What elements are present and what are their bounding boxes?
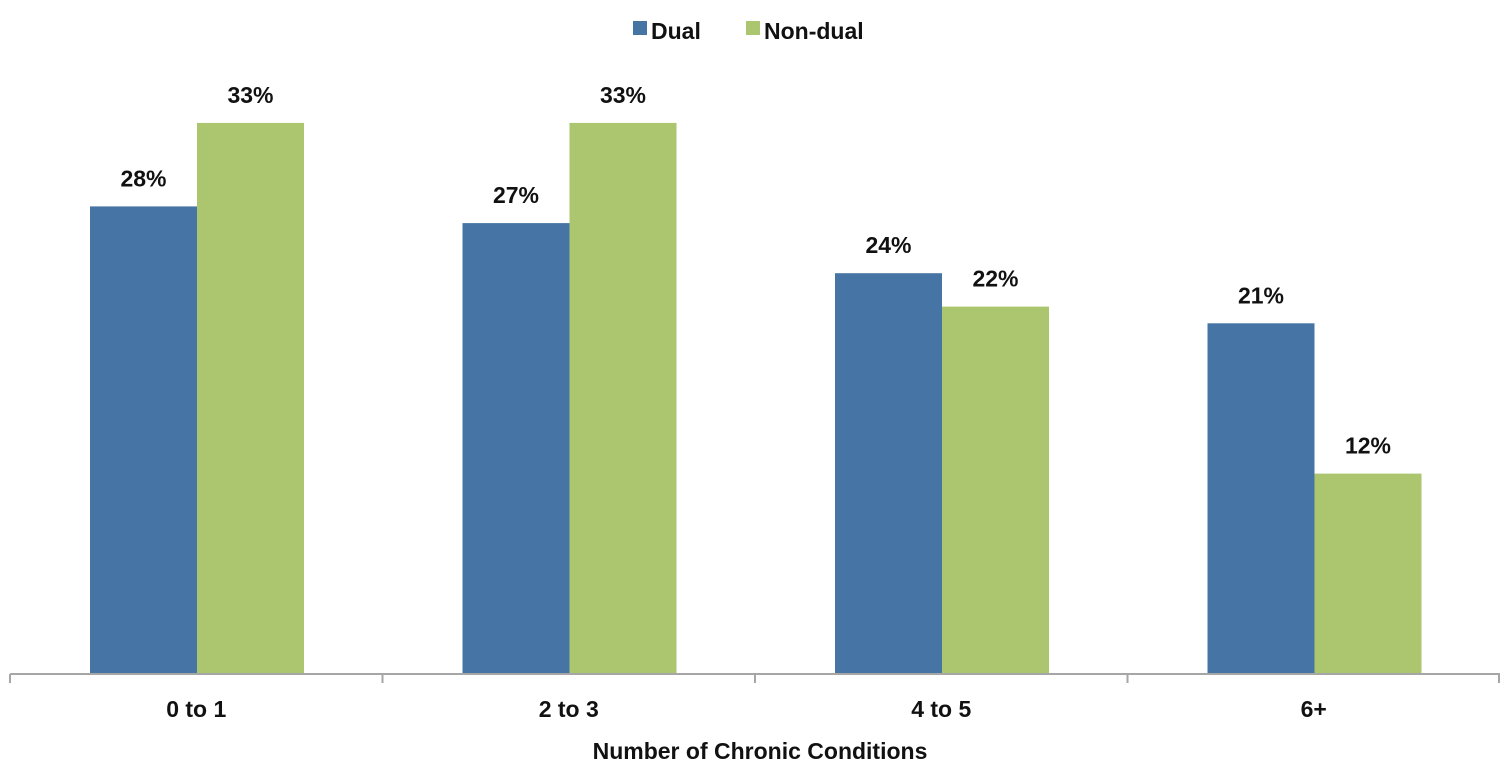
legend: Dual Non-dual <box>633 18 864 44</box>
data-label: 33% <box>227 82 273 108</box>
data-label: 22% <box>972 266 1018 292</box>
bar-non-dual-4 <box>1314 473 1422 674</box>
bar-dual-3 <box>835 273 942 674</box>
bar-dual-4 <box>1207 323 1315 674</box>
legend-label-dual: Dual <box>651 18 701 44</box>
bar-dual-2 <box>462 223 570 674</box>
x-tick-label: 0 to 1 <box>166 696 226 722</box>
bar-non-dual-2 <box>569 122 677 674</box>
bar-non-dual-1 <box>197 122 304 674</box>
data-label: 27% <box>493 182 539 208</box>
data-label: 12% <box>1345 433 1391 459</box>
bars-group: 28% 33% 27% 33% 24% 22% 21% 12% <box>90 82 1422 674</box>
legend-swatch-dual <box>633 21 647 35</box>
legend-label-non-dual: Non-dual <box>764 18 864 44</box>
data-label: 24% <box>865 232 911 258</box>
data-label: 33% <box>600 82 646 108</box>
x-tick-label: 2 to 3 <box>539 696 599 722</box>
x-axis: 0 to 1 2 to 3 4 to 5 6+ <box>9 673 1500 722</box>
data-label: 28% <box>120 165 166 191</box>
x-tick-label: 6+ <box>1301 696 1327 722</box>
x-axis-title: Number of Chronic Conditions <box>593 738 928 764</box>
bar-non-dual-3 <box>942 306 1049 674</box>
x-tick-label: 4 to 5 <box>911 696 971 722</box>
legend-swatch-non-dual <box>746 21 760 35</box>
data-label: 21% <box>1238 282 1284 308</box>
bar-dual-1 <box>90 206 197 674</box>
